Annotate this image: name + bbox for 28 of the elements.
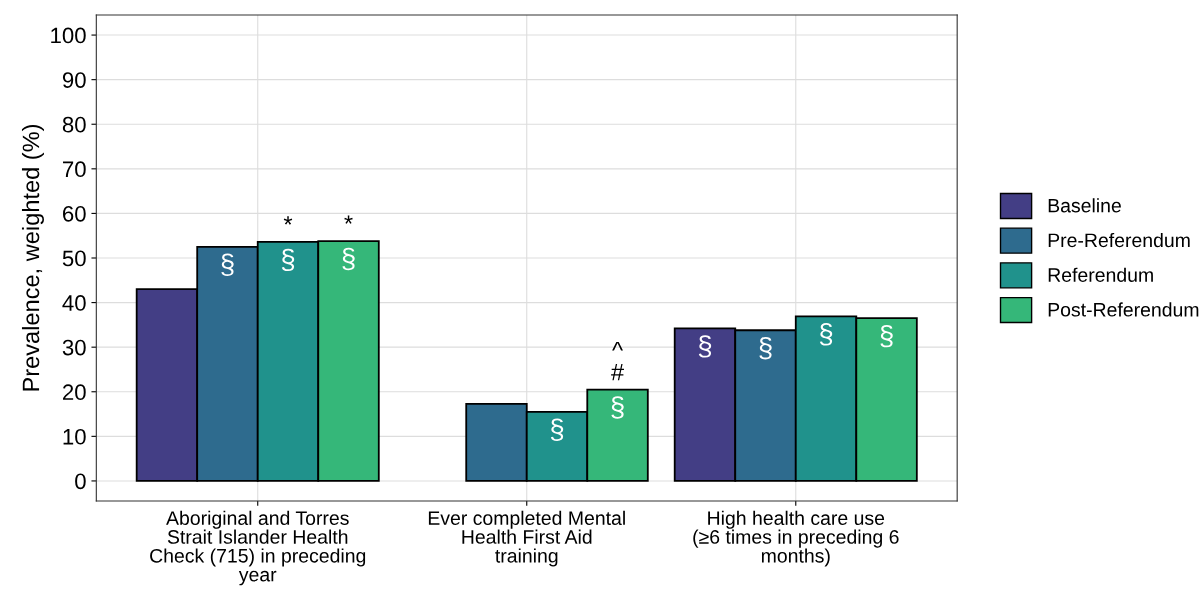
y-tick-label: 60: [63, 205, 86, 222]
y-tick-label: 100: [51, 27, 86, 44]
data-label: §: [819, 323, 833, 346]
y-tick-label: 80: [62, 116, 86, 133]
data-label: §: [880, 324, 893, 348]
data-label: * §: [281, 216, 295, 272]
legend-label: Pre-Referendum: [1048, 232, 1190, 248]
legend-label: Post-Referendum: [1048, 302, 1199, 317]
data-label: §: [221, 253, 234, 277]
data-label: ^ # §: [611, 341, 624, 419]
data-label: §: [550, 418, 564, 441]
data-label: §: [759, 336, 772, 360]
x-tick-label: Ever completed Mental Health First Aid training: [428, 510, 625, 567]
x-tick-label: High health care use (≥6 times in preceding 6 months): [693, 510, 899, 567]
y-tick-label: 90: [62, 72, 86, 88]
y-tick-label: 20: [63, 384, 86, 401]
y-axis-title: Prevalence, weighted (%): [21, 124, 44, 391]
legend-label: Baseline: [1048, 198, 1121, 213]
legend-label: Referendum: [1048, 267, 1153, 282]
y-tick-label: 40: [62, 295, 86, 311]
y-tick-label: 30: [62, 339, 86, 356]
x-tick-label: Aboriginal and Torres Strait Islander Health Check (715) in preceding year: [150, 510, 366, 586]
data-label: * §: [342, 215, 355, 271]
y-tick-label: 70: [63, 161, 86, 178]
data-label: §: [698, 335, 712, 358]
y-tick-label: 10: [63, 428, 86, 445]
y-tick-label: 50: [62, 250, 86, 267]
y-tick-label: 0: [75, 473, 86, 490]
